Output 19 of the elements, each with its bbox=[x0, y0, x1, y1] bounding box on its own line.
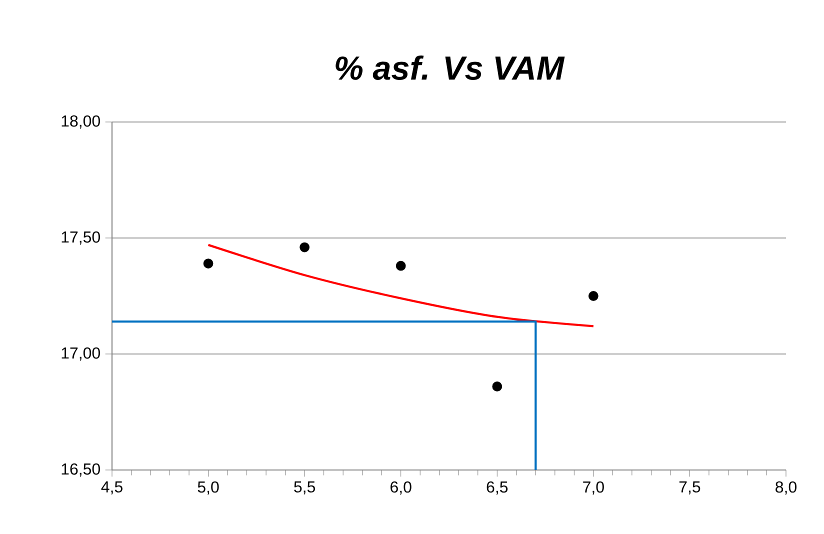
y-tick-label: 17,50 bbox=[62, 231, 100, 245]
chart-title: % asf. Vs VAM bbox=[336, 55, 565, 80]
x-tick-label: 5,5 bbox=[294, 481, 316, 494]
x-tick-label: 8,0 bbox=[776, 481, 796, 495]
x-tick-label: 4,5 bbox=[101, 481, 122, 494]
point bbox=[492, 382, 502, 392]
y-tick-label: 16,50 bbox=[62, 463, 100, 477]
x-tick-label: 7,0 bbox=[583, 481, 604, 495]
y-tick-label: 18,00 bbox=[62, 115, 100, 129]
x-tick-label: 6,5 bbox=[486, 481, 508, 495]
point bbox=[203, 258, 214, 268]
point bbox=[396, 260, 406, 271]
x-tick-label: 7,5 bbox=[679, 481, 700, 494]
x-tick-label: 6,0 bbox=[390, 481, 412, 495]
y-tick-label: 17,00 bbox=[62, 347, 100, 361]
x-tick-label: 5,0 bbox=[198, 481, 219, 495]
line-series bbox=[207, 244, 594, 328]
point bbox=[300, 242, 310, 252]
point bbox=[588, 291, 598, 301]
